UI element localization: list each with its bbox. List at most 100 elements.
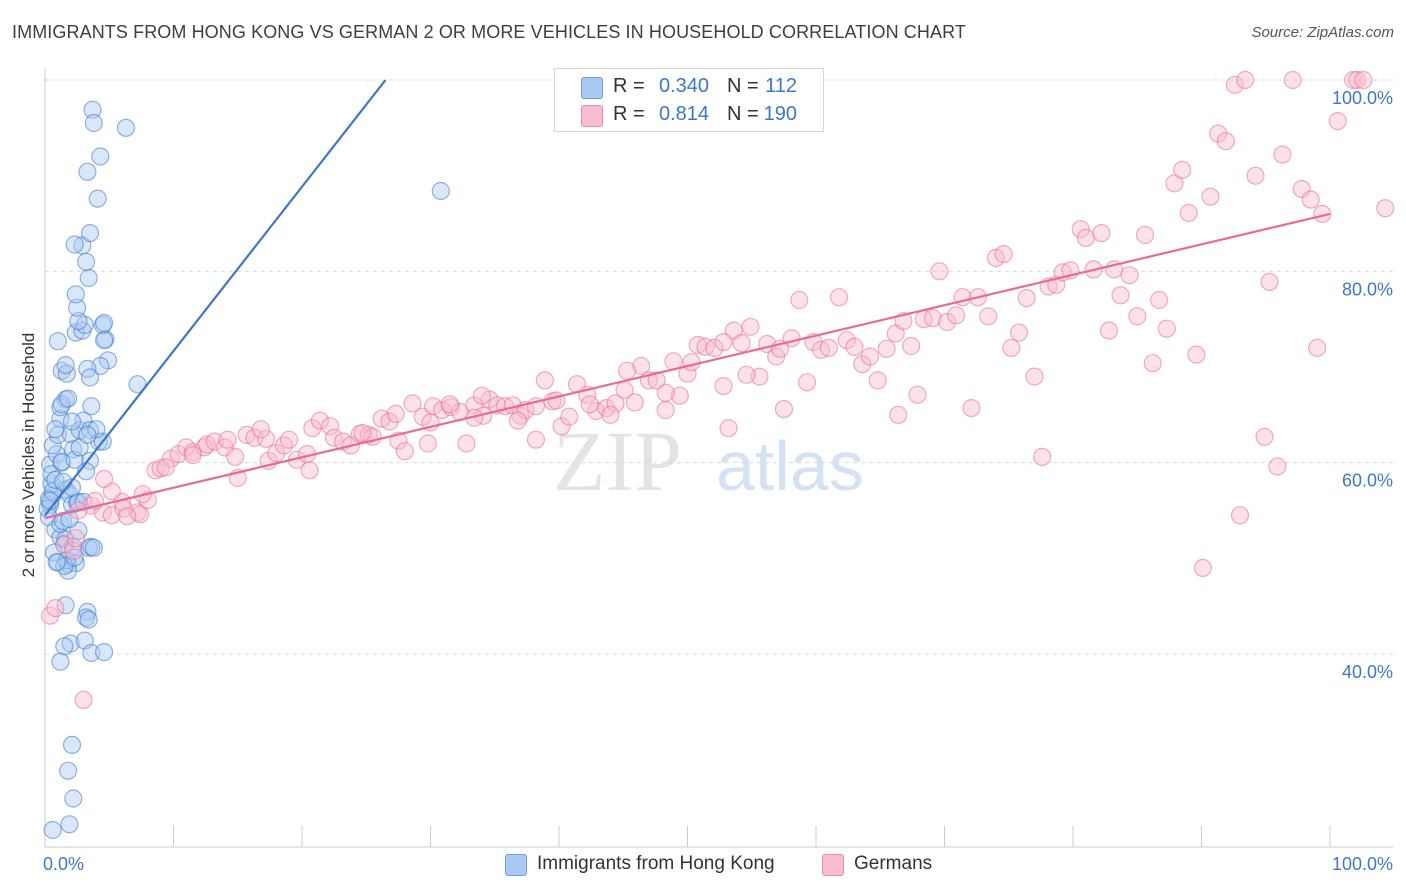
legend-n-value: 190	[763, 103, 797, 125]
data-point	[923, 309, 943, 328]
data-point	[46, 598, 65, 618]
data-point	[56, 356, 75, 375]
data-point	[94, 469, 114, 488]
data-point	[74, 690, 93, 710]
x-tick-label: 100.0%	[1332, 854, 1393, 874]
data-point	[80, 451, 100, 470]
data-point	[1313, 204, 1332, 223]
watermark-zip: ZIP	[553, 413, 682, 509]
data-point	[656, 401, 675, 420]
data-point	[87, 420, 106, 439]
legend-swatch-hong-kong	[505, 854, 527, 876]
data-point	[1347, 70, 1367, 90]
data-point	[65, 235, 84, 254]
data-point	[431, 181, 450, 201]
data-point	[256, 429, 276, 448]
data-point	[472, 386, 491, 405]
data-point	[183, 445, 202, 465]
data-point	[128, 503, 147, 522]
grid-lines	[45, 79, 1393, 655]
data-point	[845, 337, 864, 356]
data-point	[829, 288, 849, 307]
source-credit: Source: ZipAtlas.com	[1251, 24, 1394, 41]
data-point	[930, 262, 949, 281]
data-point	[78, 425, 97, 444]
legend-r-value: 0.814	[658, 103, 709, 125]
data-point	[1236, 70, 1255, 90]
data-point	[66, 285, 85, 304]
data-point	[60, 815, 79, 834]
data-point	[43, 820, 62, 840]
data-point	[62, 412, 82, 431]
data-point	[606, 394, 625, 413]
trend-lines	[44, 79, 1331, 520]
data-point	[719, 419, 738, 438]
data-point	[741, 317, 760, 336]
data-point	[118, 507, 137, 526]
data-point	[714, 377, 733, 396]
data-point	[994, 245, 1013, 264]
data-point	[226, 447, 245, 466]
x-tick-label: 0.0%	[43, 854, 84, 874]
data-point	[58, 761, 78, 780]
data-point	[1354, 70, 1373, 90]
data-point	[732, 334, 751, 353]
data-point	[601, 405, 620, 424]
data-point	[535, 371, 555, 390]
y-tick-label: 100.0%	[1332, 88, 1393, 108]
data-point	[1255, 427, 1274, 446]
data-point	[774, 400, 794, 419]
data-point	[526, 430, 546, 449]
series-points-hong-kong	[38, 100, 450, 840]
data-point	[156, 458, 175, 477]
legend-row-germans: R = 0.814 N = 190	[555, 101, 823, 129]
legend-swatch-hong-kong	[581, 77, 603, 99]
trend-line-hong-kong	[44, 79, 387, 516]
y-tick-label: 60.0%	[1342, 471, 1393, 491]
legend-label-germans: Germans	[854, 853, 933, 874]
data-point	[53, 472, 73, 491]
data-point	[325, 428, 344, 447]
data-point	[647, 371, 666, 390]
data-point	[1157, 319, 1176, 338]
data-point	[580, 395, 599, 414]
data-point	[1216, 132, 1236, 151]
data-point	[64, 789, 83, 808]
data-point	[94, 313, 114, 333]
data-point	[1143, 354, 1162, 373]
data-point	[65, 548, 84, 567]
data-point	[78, 162, 97, 181]
data-point	[1343, 70, 1363, 90]
data-point	[868, 371, 887, 390]
legend-r-value: 0.340	[658, 75, 709, 97]
data-point	[83, 100, 102, 119]
data-point	[116, 118, 136, 137]
data-points	[38, 70, 1395, 840]
data-point	[91, 147, 110, 166]
data-point	[860, 347, 880, 366]
legend-n-label: N =	[727, 75, 759, 97]
data-point	[51, 652, 70, 671]
data-point	[82, 397, 101, 416]
y-tick-label: 80.0%	[1342, 279, 1393, 299]
data-point	[62, 735, 82, 755]
data-point	[790, 290, 809, 310]
data-point	[69, 312, 88, 331]
data-point	[1292, 180, 1311, 199]
legend-swatch-germans	[581, 105, 603, 127]
data-point	[79, 610, 98, 629]
data-point	[88, 189, 107, 208]
data-point	[908, 385, 927, 404]
legend-label-hong-kong: Immigrants from Hong Kong	[537, 853, 775, 874]
data-point	[1173, 160, 1192, 179]
data-point	[797, 373, 817, 392]
watermark-atlas: atlas	[716, 427, 864, 505]
data-point	[819, 338, 839, 357]
legend-r-label: R =	[613, 75, 645, 97]
series-legend: Immigrants from Hong Kong Germans	[0, 852, 1406, 878]
data-point	[670, 386, 689, 405]
data-point	[560, 407, 579, 426]
data-point	[1301, 190, 1320, 209]
data-point	[48, 332, 68, 351]
